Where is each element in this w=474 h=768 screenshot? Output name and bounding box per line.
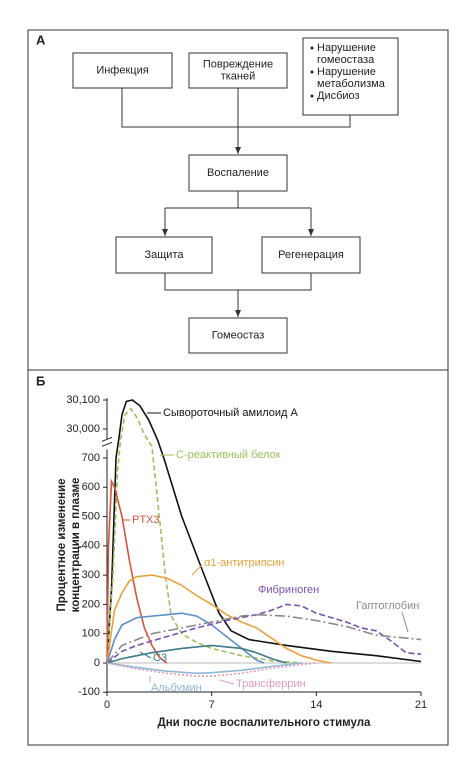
series-line xyxy=(106,407,302,664)
node-label: Гомеостаз xyxy=(212,329,265,341)
series-label: PTX3 xyxy=(132,514,160,526)
bullet xyxy=(310,94,314,98)
series-line xyxy=(106,644,287,664)
y-tick-label: 500 xyxy=(82,510,100,522)
node-box xyxy=(188,52,288,89)
x-tick-label: 0 xyxy=(104,699,110,711)
x-tick-label: 21 xyxy=(415,699,427,711)
series-line xyxy=(106,662,302,675)
node-label: Защита xyxy=(145,249,185,261)
node-box xyxy=(72,52,173,89)
node-box xyxy=(261,236,361,274)
node-item: Нарушение xyxy=(317,66,376,78)
y-tick-label: 700 xyxy=(82,452,100,464)
panel-label: А xyxy=(36,32,46,47)
series-label: Альбумин xyxy=(151,682,202,694)
y-tick-label: 30,000 xyxy=(66,423,100,435)
y-tick-label: 100 xyxy=(82,628,100,640)
x-tick-label: 14 xyxy=(310,699,322,711)
leader-line xyxy=(139,651,152,659)
series-line xyxy=(106,574,332,664)
node-box xyxy=(188,317,288,354)
y-tick-label: 30,100 xyxy=(66,394,100,406)
y-tick-label: 0 xyxy=(94,657,100,669)
bullet xyxy=(310,46,314,50)
series-label: C3 xyxy=(153,652,167,664)
node-box xyxy=(188,154,288,192)
series-label: Сывороточный амилоид А xyxy=(163,407,298,419)
node-item: Нарушение xyxy=(317,42,376,54)
x-tick-label: 7 xyxy=(209,699,215,711)
node-item: Дисбиоз xyxy=(317,90,360,102)
series-label: Трансферрин xyxy=(236,678,306,690)
panel-label: Б xyxy=(36,373,45,388)
y-tick-label: 200 xyxy=(82,598,100,610)
node-label: Повреждение xyxy=(203,58,273,70)
frame xyxy=(27,29,449,746)
bullet xyxy=(310,70,314,74)
series-line xyxy=(106,662,317,677)
node-label: Воспаление xyxy=(207,167,269,179)
leader-line xyxy=(401,611,409,633)
y-tick-label: 400 xyxy=(82,540,100,552)
node-box xyxy=(115,236,213,274)
series-label: Гаптоглобин xyxy=(356,600,419,612)
x-axis-title: Дни после воспалительного стимула xyxy=(158,717,372,729)
leader-line xyxy=(219,679,235,685)
y-tick-label: 300 xyxy=(82,569,100,581)
y-axis-title: концентрации в плазме xyxy=(70,478,82,613)
node-label: Инфекция xyxy=(96,64,148,76)
node-item: метаболизма xyxy=(317,78,386,90)
series-line xyxy=(106,613,422,664)
series-line xyxy=(106,399,422,664)
series-line xyxy=(106,478,168,664)
series-label: Фибриноген xyxy=(258,584,319,596)
node-label: Регенерация xyxy=(278,249,344,261)
y-tick-label: 600 xyxy=(82,481,100,493)
node-label: тканей xyxy=(221,70,256,82)
connectors xyxy=(121,88,351,317)
leader-line xyxy=(191,564,203,576)
y-axis-title: Процентное изменение xyxy=(56,478,68,611)
series-label: С-реактивный белок xyxy=(176,449,281,461)
series-label: α1-антитрипсин xyxy=(204,557,285,569)
axis-break xyxy=(101,436,113,447)
y-tick-label: -100 xyxy=(78,686,100,698)
series-line xyxy=(106,612,265,664)
node-item: гомеостаза xyxy=(317,54,375,66)
node-box xyxy=(302,37,399,116)
